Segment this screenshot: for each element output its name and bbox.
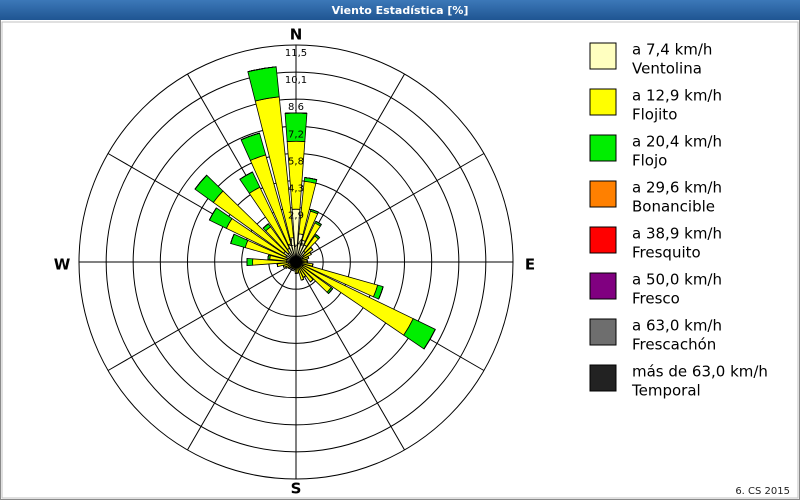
legend-name: Fresquito — [632, 244, 701, 262]
ring-label: 1,4 — [288, 238, 304, 249]
legend-range: más de 63,0 km/h — [632, 363, 768, 381]
legend-swatch — [590, 319, 616, 345]
legend-name: Ventolina — [632, 60, 702, 78]
legend-swatch — [590, 43, 616, 69]
legend-swatch — [590, 273, 616, 299]
ring-label: 2,9 — [288, 211, 304, 222]
wind-segment — [247, 258, 253, 265]
legend-range: a 12,9 km/h — [632, 87, 722, 105]
legend-range: a 20,4 km/h — [632, 133, 722, 151]
legend-name: Bonancible — [632, 198, 715, 216]
legend-name: Frescachón — [632, 336, 716, 354]
legend-range: a 50,0 km/h — [632, 271, 722, 289]
legend-swatch — [590, 135, 616, 161]
ring-label: 11,5 — [285, 48, 307, 59]
ring-label: 10,1 — [285, 75, 307, 86]
legend-name: Flojito — [632, 106, 677, 124]
compass-label: W — [54, 256, 71, 274]
legend-range: a 38,9 km/h — [632, 225, 722, 243]
legend-range: a 29,6 km/h — [632, 179, 722, 197]
legend-swatch — [590, 89, 616, 115]
ring-label: 7,2 — [288, 129, 304, 140]
legend-swatch — [590, 227, 616, 253]
legend-swatch — [590, 365, 616, 391]
ring-label: 8,6 — [288, 102, 304, 113]
legend-name: Temporal — [631, 382, 701, 400]
chart-title: Viento Estadística [%] — [332, 4, 469, 17]
compass-label: E — [525, 256, 535, 274]
legend-swatch — [590, 181, 616, 207]
legend-range: a 7,4 km/h — [632, 41, 712, 59]
legend-range: a 63,0 km/h — [632, 317, 722, 335]
legend-name: Fresco — [632, 290, 680, 308]
compass-label: S — [291, 480, 302, 498]
footer: 6. CS 2015 — [735, 486, 790, 497]
ring-label: 4,3 — [288, 184, 304, 195]
compass-label: N — [290, 26, 303, 44]
ring-label: 5,8 — [288, 157, 304, 168]
legend-name: Flojo — [632, 152, 667, 170]
